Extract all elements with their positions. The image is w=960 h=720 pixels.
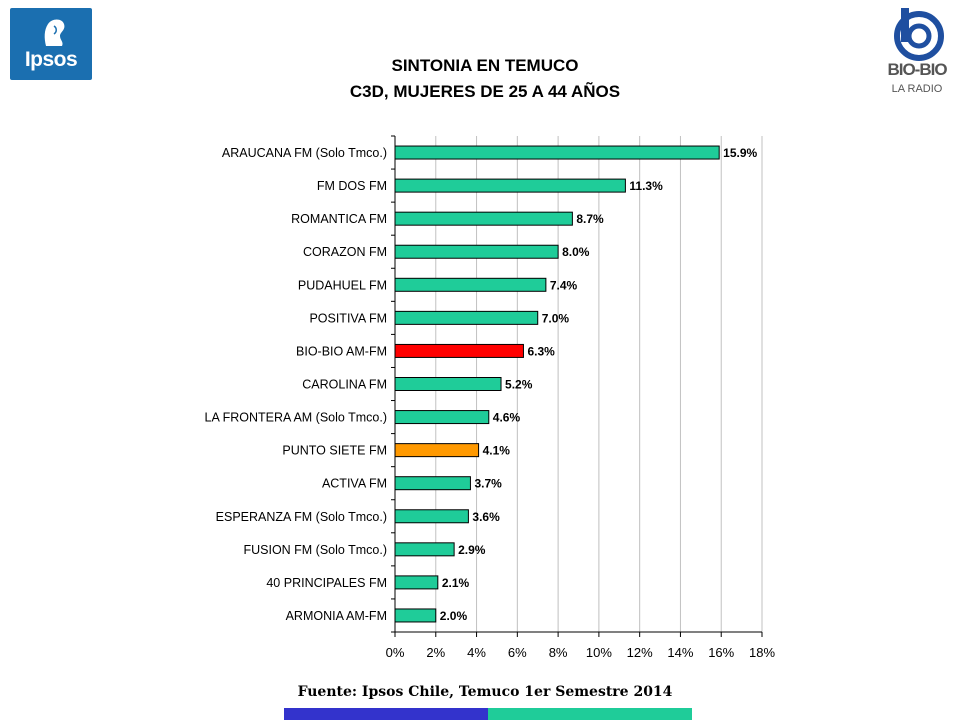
bar [394, 377, 502, 391]
x-tick-label: 0% [386, 645, 405, 660]
bar-chart: 0% 2% 4% 6% 8% 10% 12% 14% 16% 18% ARAUCANA FM (So… [205, 135, 775, 660]
category-label: ACTIVA FM [322, 477, 387, 491]
bar [394, 244, 559, 259]
source-note: Fuente: Ipsos Chile, Temuco 1er Semestre… [297, 684, 673, 700]
data-label: 4.1% [483, 444, 511, 458]
x-tick-label: 10% [586, 645, 612, 660]
data-label: 11.3% [629, 179, 663, 193]
bar [394, 542, 455, 557]
footer-strip-left [284, 708, 488, 720]
x-tick-label: 14% [667, 645, 693, 660]
bar [394, 509, 469, 524]
category-label: ARMONIA AM-FM [286, 609, 387, 623]
data-label: 5.2% [505, 378, 533, 392]
bar [394, 343, 524, 358]
ipsos-face-icon [44, 19, 65, 46]
biobio-mark-icon [894, 8, 944, 61]
bar [394, 211, 573, 226]
bar [394, 178, 626, 193]
category-label: PUDAHUEL FM [298, 278, 387, 292]
category-label: 40 PRINCIPALES FM [266, 576, 387, 590]
bar [394, 443, 480, 458]
bar [394, 410, 490, 425]
bar [394, 575, 439, 590]
chart-subtitle: C3D, MUJERES DE 25 A 44 AÑOS [349, 82, 621, 101]
data-label: 3.6% [472, 510, 500, 524]
category-label: LA FRONTERA AM (Solo Tmco.) [205, 411, 387, 425]
data-label: 8.7% [576, 212, 604, 226]
data-label: 7.4% [550, 278, 578, 292]
category-label: CORAZON FM [303, 245, 387, 259]
biobio-name: BIO-BIO [887, 60, 947, 79]
data-label: 15.9% [723, 146, 757, 160]
category-label: FM DOS FM [317, 179, 387, 193]
data-label: 8.0% [562, 245, 590, 259]
footer-strip-right [488, 708, 692, 720]
category-label: CAROLINA FM [302, 378, 387, 392]
data-label: 2.0% [440, 609, 468, 623]
category-label: FUSION FM (Solo Tmco.) [243, 543, 387, 557]
category-label: POSITIVA FM [309, 311, 387, 325]
category-label: BIO-BIO AM-FM [296, 344, 387, 358]
x-tick-label: 4% [467, 645, 486, 660]
biobio-subtitle: LA RADIO [891, 83, 943, 95]
x-tick-label: 6% [508, 645, 527, 660]
ipsos-logo: Ipsos [10, 8, 92, 80]
bar [394, 476, 471, 491]
bar [394, 145, 720, 160]
bar [394, 310, 539, 325]
data-label: 2.1% [442, 576, 470, 590]
category-label: ARAUCANA FM (Solo Tmco.) [222, 146, 387, 160]
category-label: ROMANTICA FM [291, 212, 387, 226]
ipsos-wordmark: Ipsos [24, 48, 78, 71]
x-tick-label: 16% [708, 645, 734, 660]
data-label: 2.9% [458, 543, 486, 557]
chart-title: SINTONIA EN TEMUCO [391, 56, 579, 75]
x-tick-label: 2% [426, 645, 445, 660]
x-tick-label: 18% [749, 645, 775, 660]
category-label: ESPERANZA FM (Solo Tmco.) [216, 510, 387, 524]
x-tick-label: 8% [549, 645, 568, 660]
category-label: PUNTO SIETE FM [282, 444, 387, 458]
data-label: 3.7% [474, 477, 502, 491]
data-label: 6.3% [527, 344, 555, 358]
data-label: 4.6% [493, 411, 521, 425]
bar [394, 277, 547, 292]
bar [394, 608, 437, 623]
data-label: 7.0% [542, 311, 570, 325]
x-tick-label: 12% [627, 645, 653, 660]
biobio-logo: BIO-BIO LA RADIO [883, 6, 951, 100]
